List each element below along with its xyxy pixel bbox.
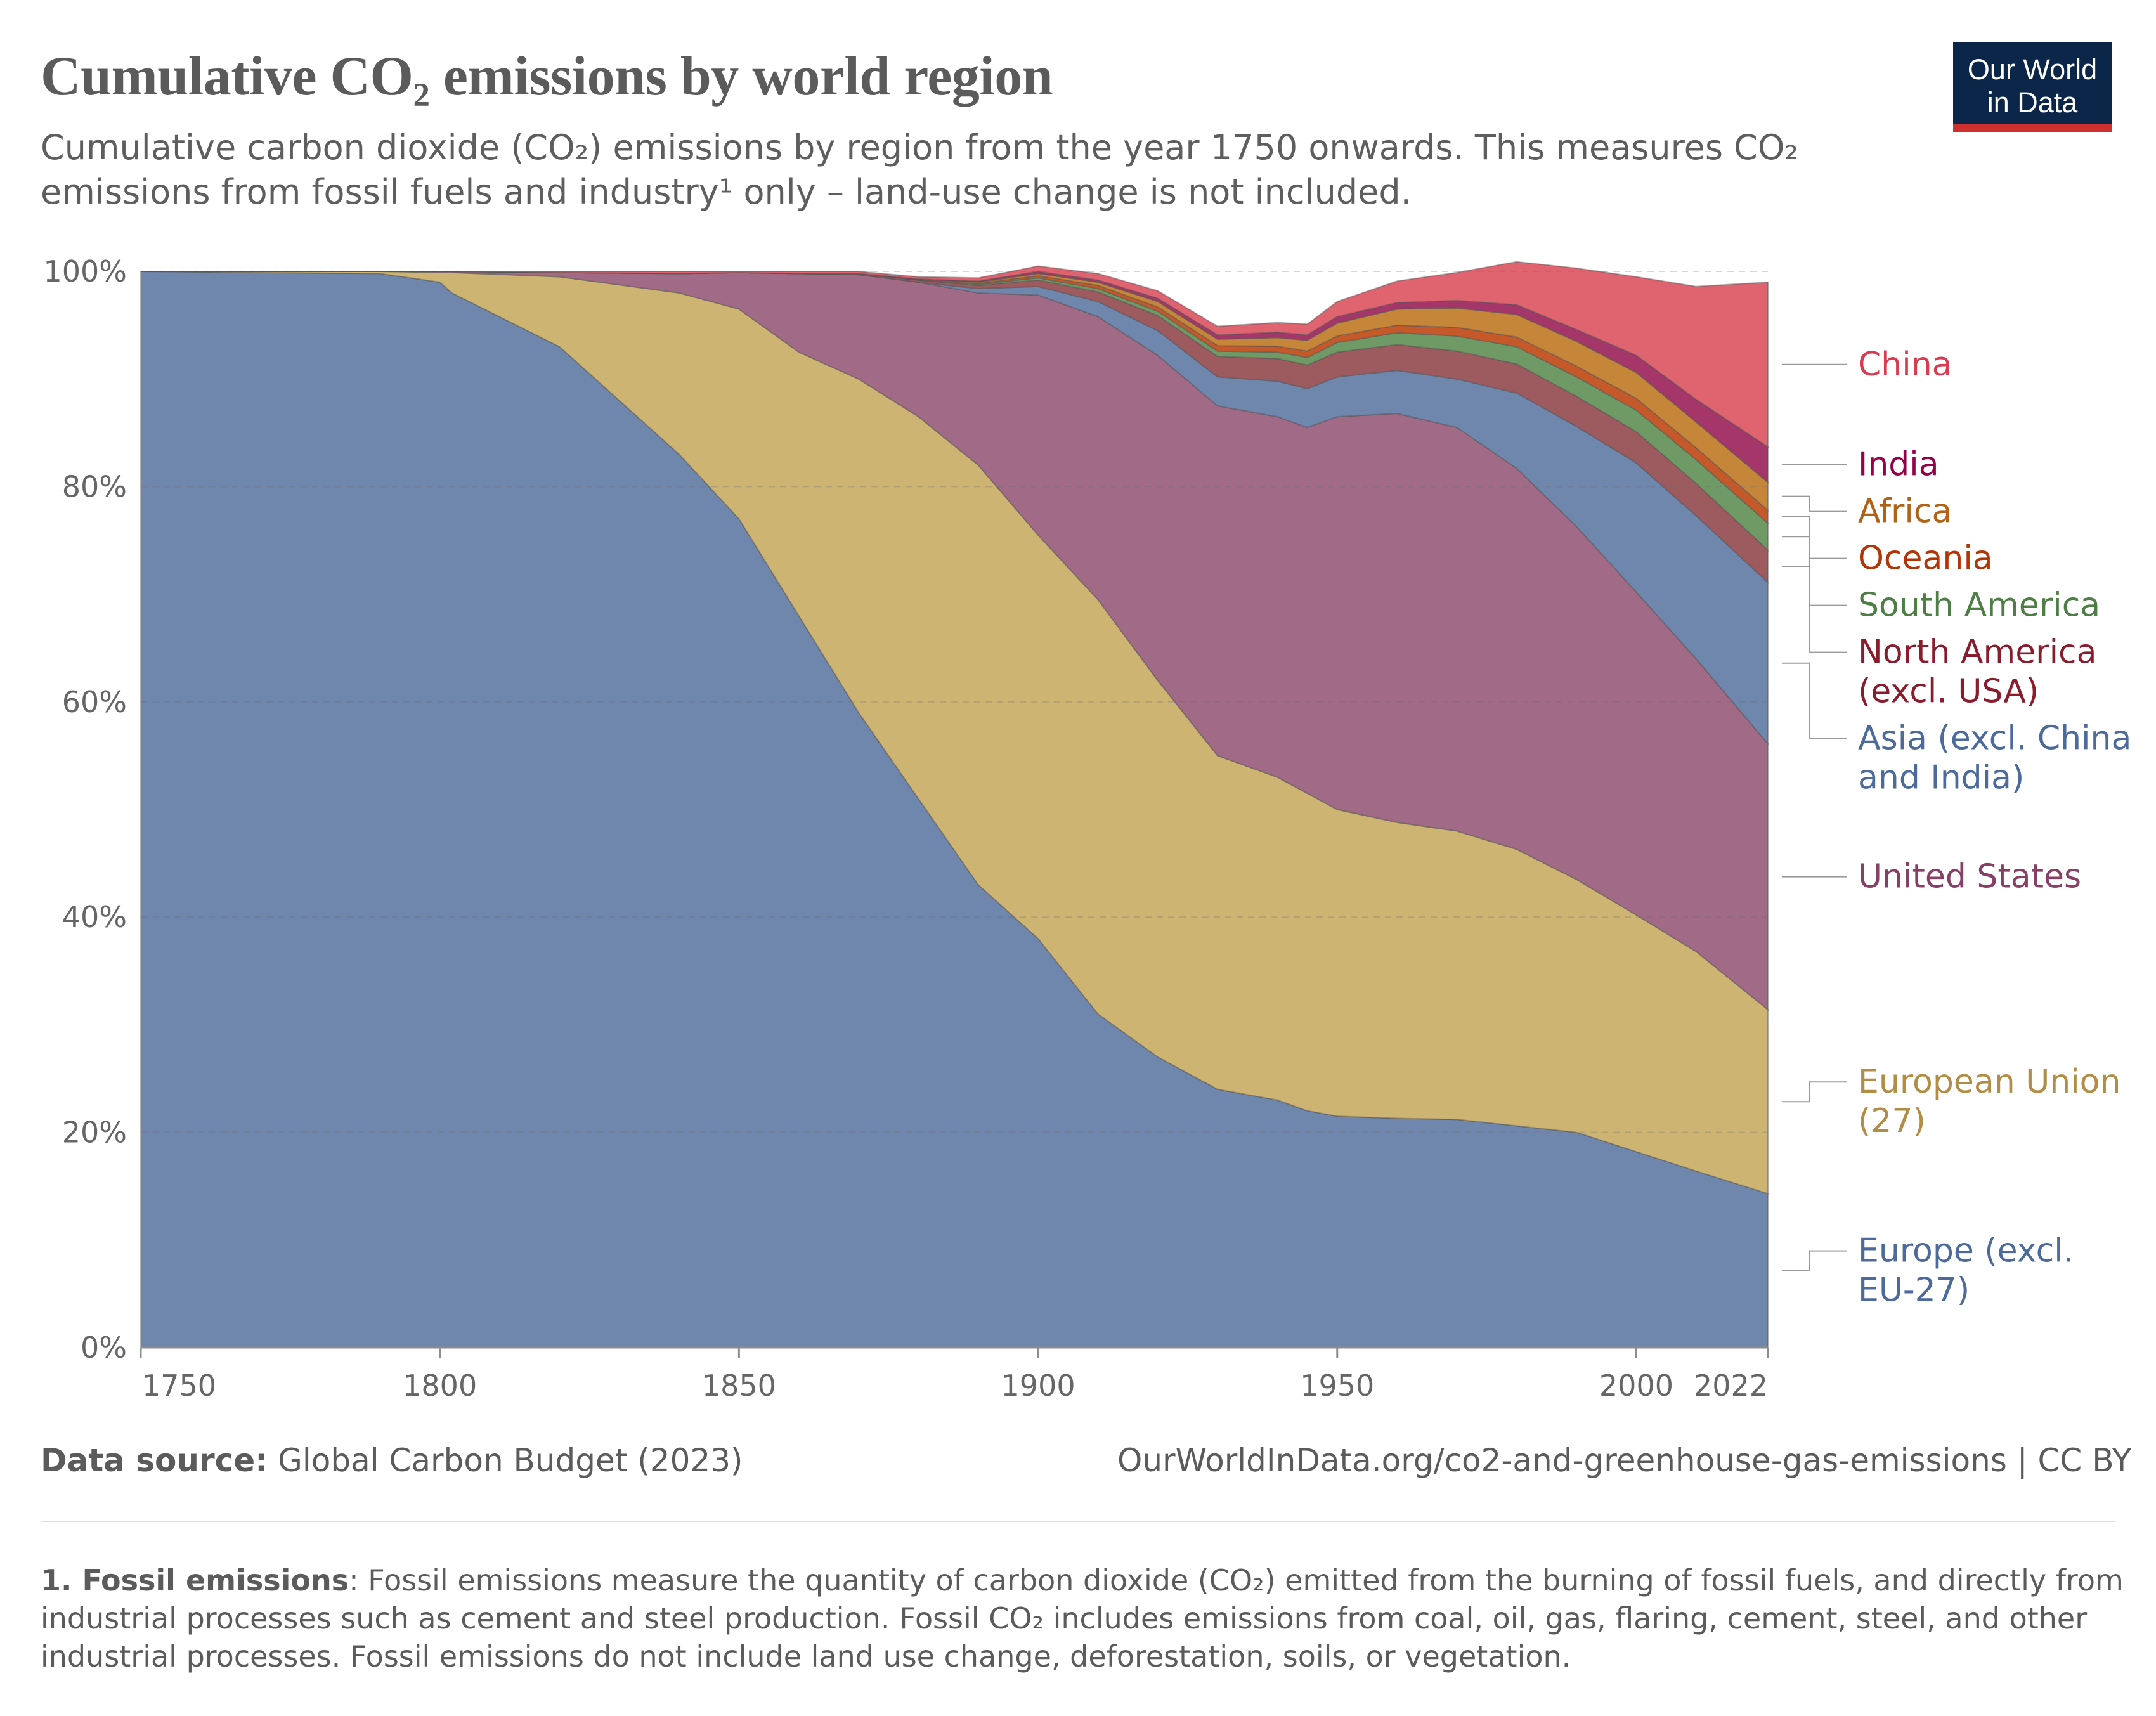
y-tick-label: 80% bbox=[62, 469, 127, 504]
x-tick-label: 1900 bbox=[1001, 1368, 1075, 1403]
legend-connector bbox=[1782, 1250, 1847, 1271]
x-tick-label: 1750 bbox=[142, 1368, 216, 1403]
x-tick-label: 1800 bbox=[403, 1368, 477, 1403]
legend: China India Africa Oceania South America Nort… bbox=[1782, 346, 2131, 1310]
legend-connector bbox=[1782, 1081, 1847, 1103]
x-tick-label: 2000 bbox=[1599, 1368, 1673, 1403]
stacked-area-chart: 0% 20% 40% 60% 80% 100% 1750 1800 1850 1900 1950 2… bbox=[43, 254, 2131, 1403]
legend-label-line: European Union bbox=[1858, 1063, 2120, 1101]
legend-label-line: United States bbox=[1858, 858, 2081, 896]
y-tick-label: 100% bbox=[43, 254, 127, 289]
y-tick-label: 40% bbox=[62, 900, 127, 934]
data-source-label: Data source: bbox=[41, 1442, 268, 1479]
legend-label-line: Africa bbox=[1858, 493, 1952, 531]
logo-line-2: in Data bbox=[1987, 86, 2078, 119]
logo-line-1: Our World bbox=[1967, 53, 2098, 86]
legend-label-line: and India) bbox=[1858, 759, 2024, 797]
footnote-text: : Fossil emissions measure the quantity … bbox=[41, 1563, 2124, 1674]
y-tick-label: 60% bbox=[62, 685, 127, 719]
legend-label-line: China bbox=[1858, 346, 1952, 384]
legend-connector bbox=[1782, 662, 1847, 739]
data-source: Data source: Global Carbon Budget (2023) bbox=[41, 1442, 743, 1479]
legend-label-india[interactable]: India bbox=[1858, 446, 1939, 484]
legend-label-line: Europe (excl. bbox=[1858, 1232, 2074, 1270]
legend-label-line: Oceania bbox=[1858, 540, 1993, 578]
source-url-link[interactable]: OurWorldInData.org/co2-and-greenhouse-ga… bbox=[1117, 1442, 2132, 1479]
chart-subtitle: Cumulative carbon dioxide (CO₂) emission… bbox=[41, 127, 1799, 212]
legend-label-line: Asia (excl. China bbox=[1858, 720, 2131, 758]
legend-connector bbox=[1782, 495, 1847, 512]
y-tick-label: 20% bbox=[62, 1115, 127, 1150]
legend-label-africa[interactable]: Africa bbox=[1858, 493, 1952, 531]
legend-label-europe-excl-eu-27[interactable]: Europe (excl. EU-27) bbox=[1858, 1232, 2074, 1310]
area-china[interactable] bbox=[141, 261, 1769, 448]
x-tick-label: 1950 bbox=[1300, 1368, 1374, 1403]
gridlines bbox=[141, 271, 1768, 1133]
x-axis: 1750 1800 1850 1900 1950 2000 2022 bbox=[140, 1346, 1769, 1403]
legend-label-line: (excl. USA) bbox=[1858, 673, 2039, 711]
legend-connector bbox=[1782, 565, 1847, 653]
legend-connector bbox=[1782, 536, 1847, 606]
legend-label-line: India bbox=[1858, 446, 1939, 484]
legend-connector bbox=[1782, 516, 1847, 559]
y-tick-label: 0% bbox=[81, 1330, 127, 1365]
legend-label-oceania[interactable]: Oceania bbox=[1858, 540, 1993, 578]
data-source-value: Global Carbon Budget (2023) bbox=[278, 1442, 743, 1479]
legend-label-united-states[interactable]: United States bbox=[1858, 858, 2081, 896]
legend-label-line: EU-27) bbox=[1858, 1271, 1970, 1310]
footer-divider bbox=[41, 1521, 2115, 1522]
footnote-label: 1. Fossil emissions bbox=[41, 1563, 349, 1597]
legend-label-north-america-excl-usa[interactable]: North America (excl. USA) bbox=[1858, 634, 2096, 711]
owid-logo[interactable]: Our World in Data bbox=[1953, 42, 2112, 132]
legend-label-south-america[interactable]: South America bbox=[1858, 587, 2100, 625]
x-tick-label: 2022 bbox=[1694, 1368, 1768, 1403]
legend-label-european-union-27[interactable]: European Union (27) bbox=[1858, 1063, 2120, 1140]
legend-label-line: South America bbox=[1858, 587, 2100, 625]
y-axis: 0% 20% 40% 60% 80% 100% bbox=[43, 254, 127, 1365]
legend-label-line: (27) bbox=[1858, 1102, 1926, 1140]
chart-title: Cumulative CO₂ emissions by world region bbox=[41, 46, 1053, 107]
legend-label-china[interactable]: China bbox=[1858, 346, 1952, 384]
legend-label-asia-excl-china-and-india[interactable]: Asia (excl. China and India) bbox=[1858, 720, 2131, 797]
area-layer bbox=[140, 261, 1769, 1348]
footnote: 1. Fossil emissions: Fossil emissions me… bbox=[41, 1561, 2146, 1694]
legend-label-line: North America bbox=[1858, 634, 2096, 672]
x-tick-label: 1850 bbox=[702, 1368, 776, 1403]
